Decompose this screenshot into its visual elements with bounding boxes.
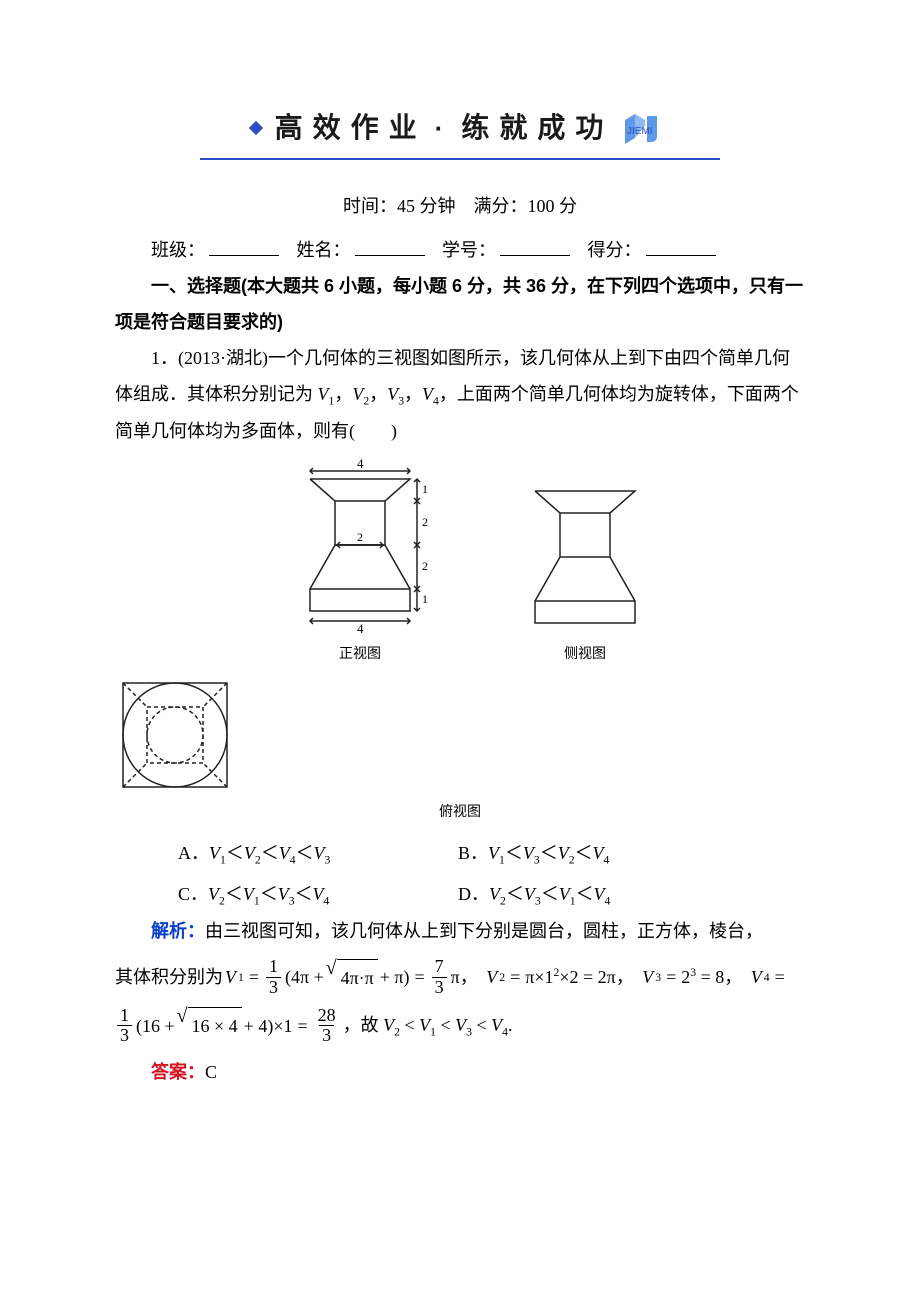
front-caption: 正视图: [275, 639, 445, 667]
banner-sep: ·: [435, 102, 454, 154]
math-line-1: 其体积分别为 V1= 13 (4π + √4π·π + π) = 73 π， V…: [115, 957, 805, 998]
section-1-heading: 一、选择题(本大题共 6 小题，每小题 6 分，共 36 分，在下列四个选项中，…: [115, 268, 805, 340]
score-blank[interactable]: [646, 238, 716, 256]
option-b: B．V1＜V3＜V2＜V4: [458, 835, 738, 872]
q1-options: A．V1＜V2＜V4＜V3 B．V1＜V3＜V2＜V4 C．V2＜V1＜V3＜V…: [178, 835, 805, 913]
time-full-line: 时间：45 分钟 满分：100 分: [115, 188, 805, 224]
name-label: 姓名：: [297, 240, 351, 260]
form-line: 班级： 姓名： 学号： 得分：: [115, 232, 805, 268]
header-banner: 高效作业 · 练就成功 JIEMI: [200, 100, 720, 160]
top-view: 俯视图: [115, 675, 805, 825]
top-caption: 俯视图: [115, 797, 805, 825]
q1-answer: 答案：C: [115, 1054, 805, 1090]
banner-right: 练就成功: [461, 100, 613, 156]
svg-text:4: 4: [357, 621, 364, 636]
score-label: 得分：: [588, 240, 642, 260]
q1-stem: 1．(2013·湖北)一个几何体的三视图如图所示，该几何体从上到下由四个简单几何…: [115, 340, 805, 449]
q1-figures: 4 2: [115, 459, 805, 825]
logo-icon: JIEMI: [621, 112, 669, 144]
svg-text:2: 2: [422, 559, 428, 573]
id-blank[interactable]: [500, 238, 570, 256]
q1-analysis: 解析：由三视图可知，该几何体从上到下分别是圆台，圆柱，正方体，棱台，: [115, 913, 805, 949]
class-blank[interactable]: [209, 238, 279, 256]
svg-text:2: 2: [357, 530, 363, 544]
analysis-text: 由三视图可知，该几何体从上到下分别是圆台，圆柱，正方体，棱台，: [205, 921, 763, 941]
svg-text:JIEMI: JIEMI: [627, 126, 653, 137]
side-caption: 侧视图: [525, 639, 645, 667]
math-line-2: 13 (16 + √16 × 4 + 4)×1 = 283 ，故 V2 < V1…: [115, 1006, 805, 1047]
side-view: 侧视图: [525, 487, 645, 667]
answer-value: C: [205, 1062, 217, 1082]
fullscore-label: 满分：: [474, 196, 528, 216]
time-label: 时间：: [343, 196, 397, 216]
svg-text:1: 1: [422, 482, 428, 496]
math-line1-pre: 其体积分别为: [115, 959, 223, 995]
time-value: 45 分钟: [397, 196, 456, 216]
option-c: C．V2＜V1＜V3＜V4: [178, 876, 458, 913]
class-label: 班级：: [151, 240, 205, 260]
front-view: 4 2: [275, 459, 445, 667]
svg-text:4: 4: [357, 459, 364, 471]
option-d: D．V2＜V3＜V1＜V4: [458, 876, 738, 913]
option-a: A．V1＜V2＜V4＜V3: [178, 835, 458, 872]
svg-text:1: 1: [422, 592, 428, 606]
banner-left: 高效作业: [275, 100, 427, 156]
fullscore-value: 100 分: [528, 196, 578, 216]
name-blank[interactable]: [355, 238, 425, 256]
id-label: 学号：: [442, 240, 496, 260]
diamond-icon: [249, 121, 263, 135]
svg-text:2: 2: [422, 515, 428, 529]
analysis-label: 解析：: [151, 921, 205, 941]
answer-label: 答案：: [151, 1062, 205, 1082]
